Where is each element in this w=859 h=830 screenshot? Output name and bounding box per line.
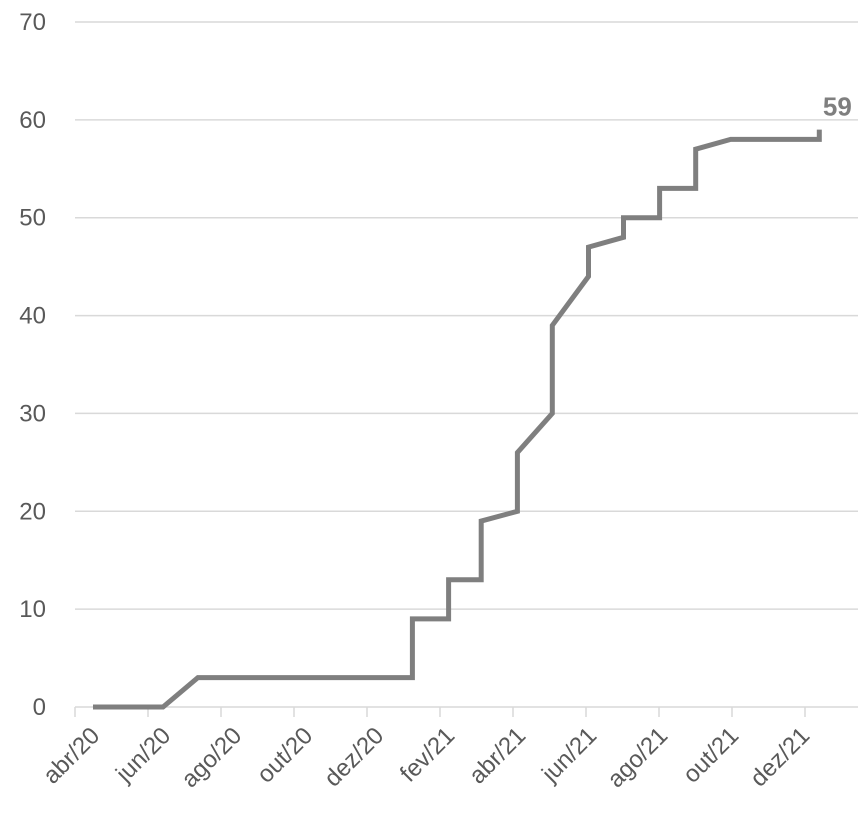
y-tick-label-60: 60 (19, 107, 46, 134)
x-tick-label-dez-20: dez/20 (319, 722, 389, 792)
y-tick-label-40: 40 (19, 303, 46, 330)
data-labels: 59 (823, 92, 852, 122)
y-tick-label-10: 10 (19, 596, 46, 623)
x-tick-label-jun-20: jun/20 (110, 722, 176, 788)
y-tick-label-70: 70 (19, 9, 46, 36)
x-tick-label-fev-21: fev/21 (395, 722, 460, 787)
x-tick-label-ago-21: ago/21 (602, 722, 673, 793)
y-tick-label-20: 20 (19, 498, 46, 525)
y-tick-label-50: 50 (19, 205, 46, 232)
x-axis: abr/20 jun/20 ago/20 out/20 dez/20 fev/21 abr/… (38, 706, 858, 793)
series-layer (93, 129, 822, 710)
series-line-0 (93, 129, 822, 710)
y-axis-tick-labels: 0 10 20 30 40 50 60 70 (19, 9, 46, 721)
x-tick-label-out-21: out/21 (678, 722, 744, 788)
x-tick-label-abr-20: abr/20 (38, 722, 105, 789)
gridlines (75, 21, 858, 610)
end-value-label: 59 (823, 92, 852, 122)
x-tick-label-jun-21: jun/21 (536, 722, 602, 788)
y-tick-label-0: 0 (33, 694, 46, 721)
x-tick-label-dez-21: dez/21 (745, 722, 815, 792)
x-tick-label-ago-20: ago/20 (176, 722, 247, 793)
y-tick-label-30: 30 (19, 400, 46, 427)
x-tick-label-abr-21: abr/21 (464, 722, 531, 789)
x-tick-label-out-20: out/20 (252, 722, 318, 788)
